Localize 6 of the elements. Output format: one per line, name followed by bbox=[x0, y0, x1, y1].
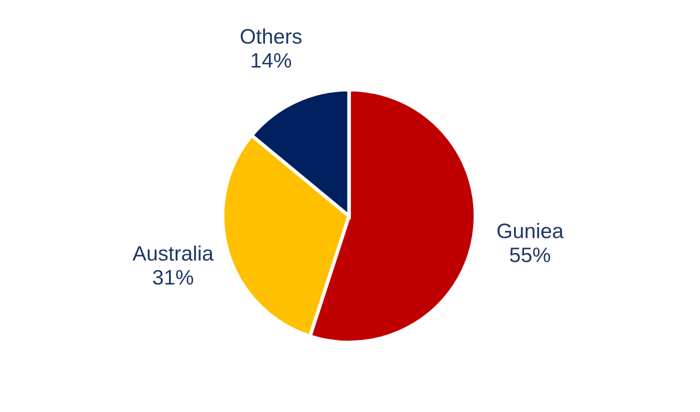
data-label: 31% bbox=[152, 270, 194, 285]
slice-label: Others bbox=[240, 28, 302, 44]
slice-label: Guniea bbox=[497, 222, 564, 238]
data-label: 14% bbox=[252, 53, 292, 68]
data-label: 55% bbox=[510, 248, 550, 262]
slice-label: Australia bbox=[132, 245, 214, 261]
